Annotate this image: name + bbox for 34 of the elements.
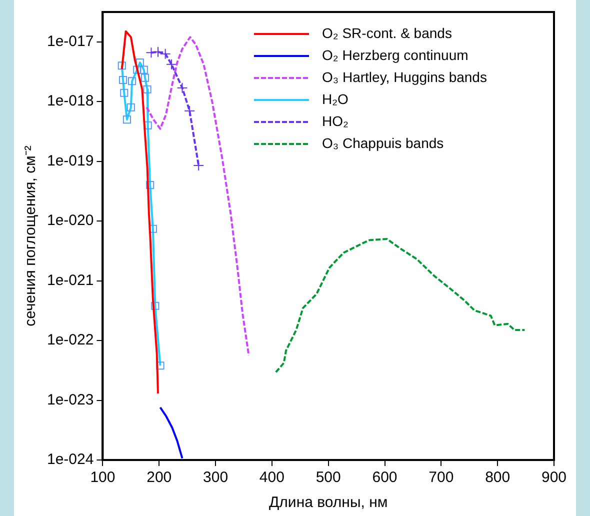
y-tick-label: 1e-017	[46, 32, 94, 50]
x-tick-label: 700	[428, 469, 454, 486]
x-tick-label: 300	[203, 469, 228, 486]
y-tick-label: 1e-024	[46, 451, 94, 468]
y-tick-label: 1e-019	[46, 152, 94, 170]
x-tick-label: 400	[259, 469, 284, 486]
y-axis-title: сечения поглощения, см⁻²	[22, 146, 40, 326]
x-tick-label: 100	[90, 469, 116, 486]
point	[193, 160, 204, 172]
line-series	[274, 238, 526, 374]
y-tick-label: 1e-020	[46, 212, 94, 230]
point	[166, 58, 178, 70]
point	[146, 47, 157, 58]
legend-label: O₂ Herzberg continuum	[322, 46, 468, 63]
y-tick-label: 1e-022	[46, 332, 94, 349]
x-axis-title: Длина волны, нм	[269, 494, 388, 512]
point	[176, 82, 188, 94]
point	[152, 46, 164, 58]
y-tick-label: 1e-018	[46, 92, 94, 110]
legend-label: O₃ Chappuis bands	[322, 134, 444, 151]
legend-label: H₂O	[322, 90, 349, 107]
legend-label: O₂ SR-cont. & bands	[322, 24, 452, 41]
line-series	[146, 36, 250, 357]
x-tick-label: 800	[485, 469, 510, 486]
point	[184, 105, 196, 116]
legend-label: HO₂	[322, 112, 348, 129]
x-tick-label: 200	[146, 469, 172, 486]
x-tick-label: 600	[372, 469, 398, 486]
point	[160, 48, 171, 60]
y-tick-label: 1e-021	[46, 272, 94, 289]
y-tick-label: 1e-023	[46, 391, 94, 408]
legend-label: O₃ Hartley, Huggins bands	[322, 68, 487, 85]
x-tick-label: 500	[316, 469, 341, 486]
x-tick-label: 900	[541, 469, 567, 486]
